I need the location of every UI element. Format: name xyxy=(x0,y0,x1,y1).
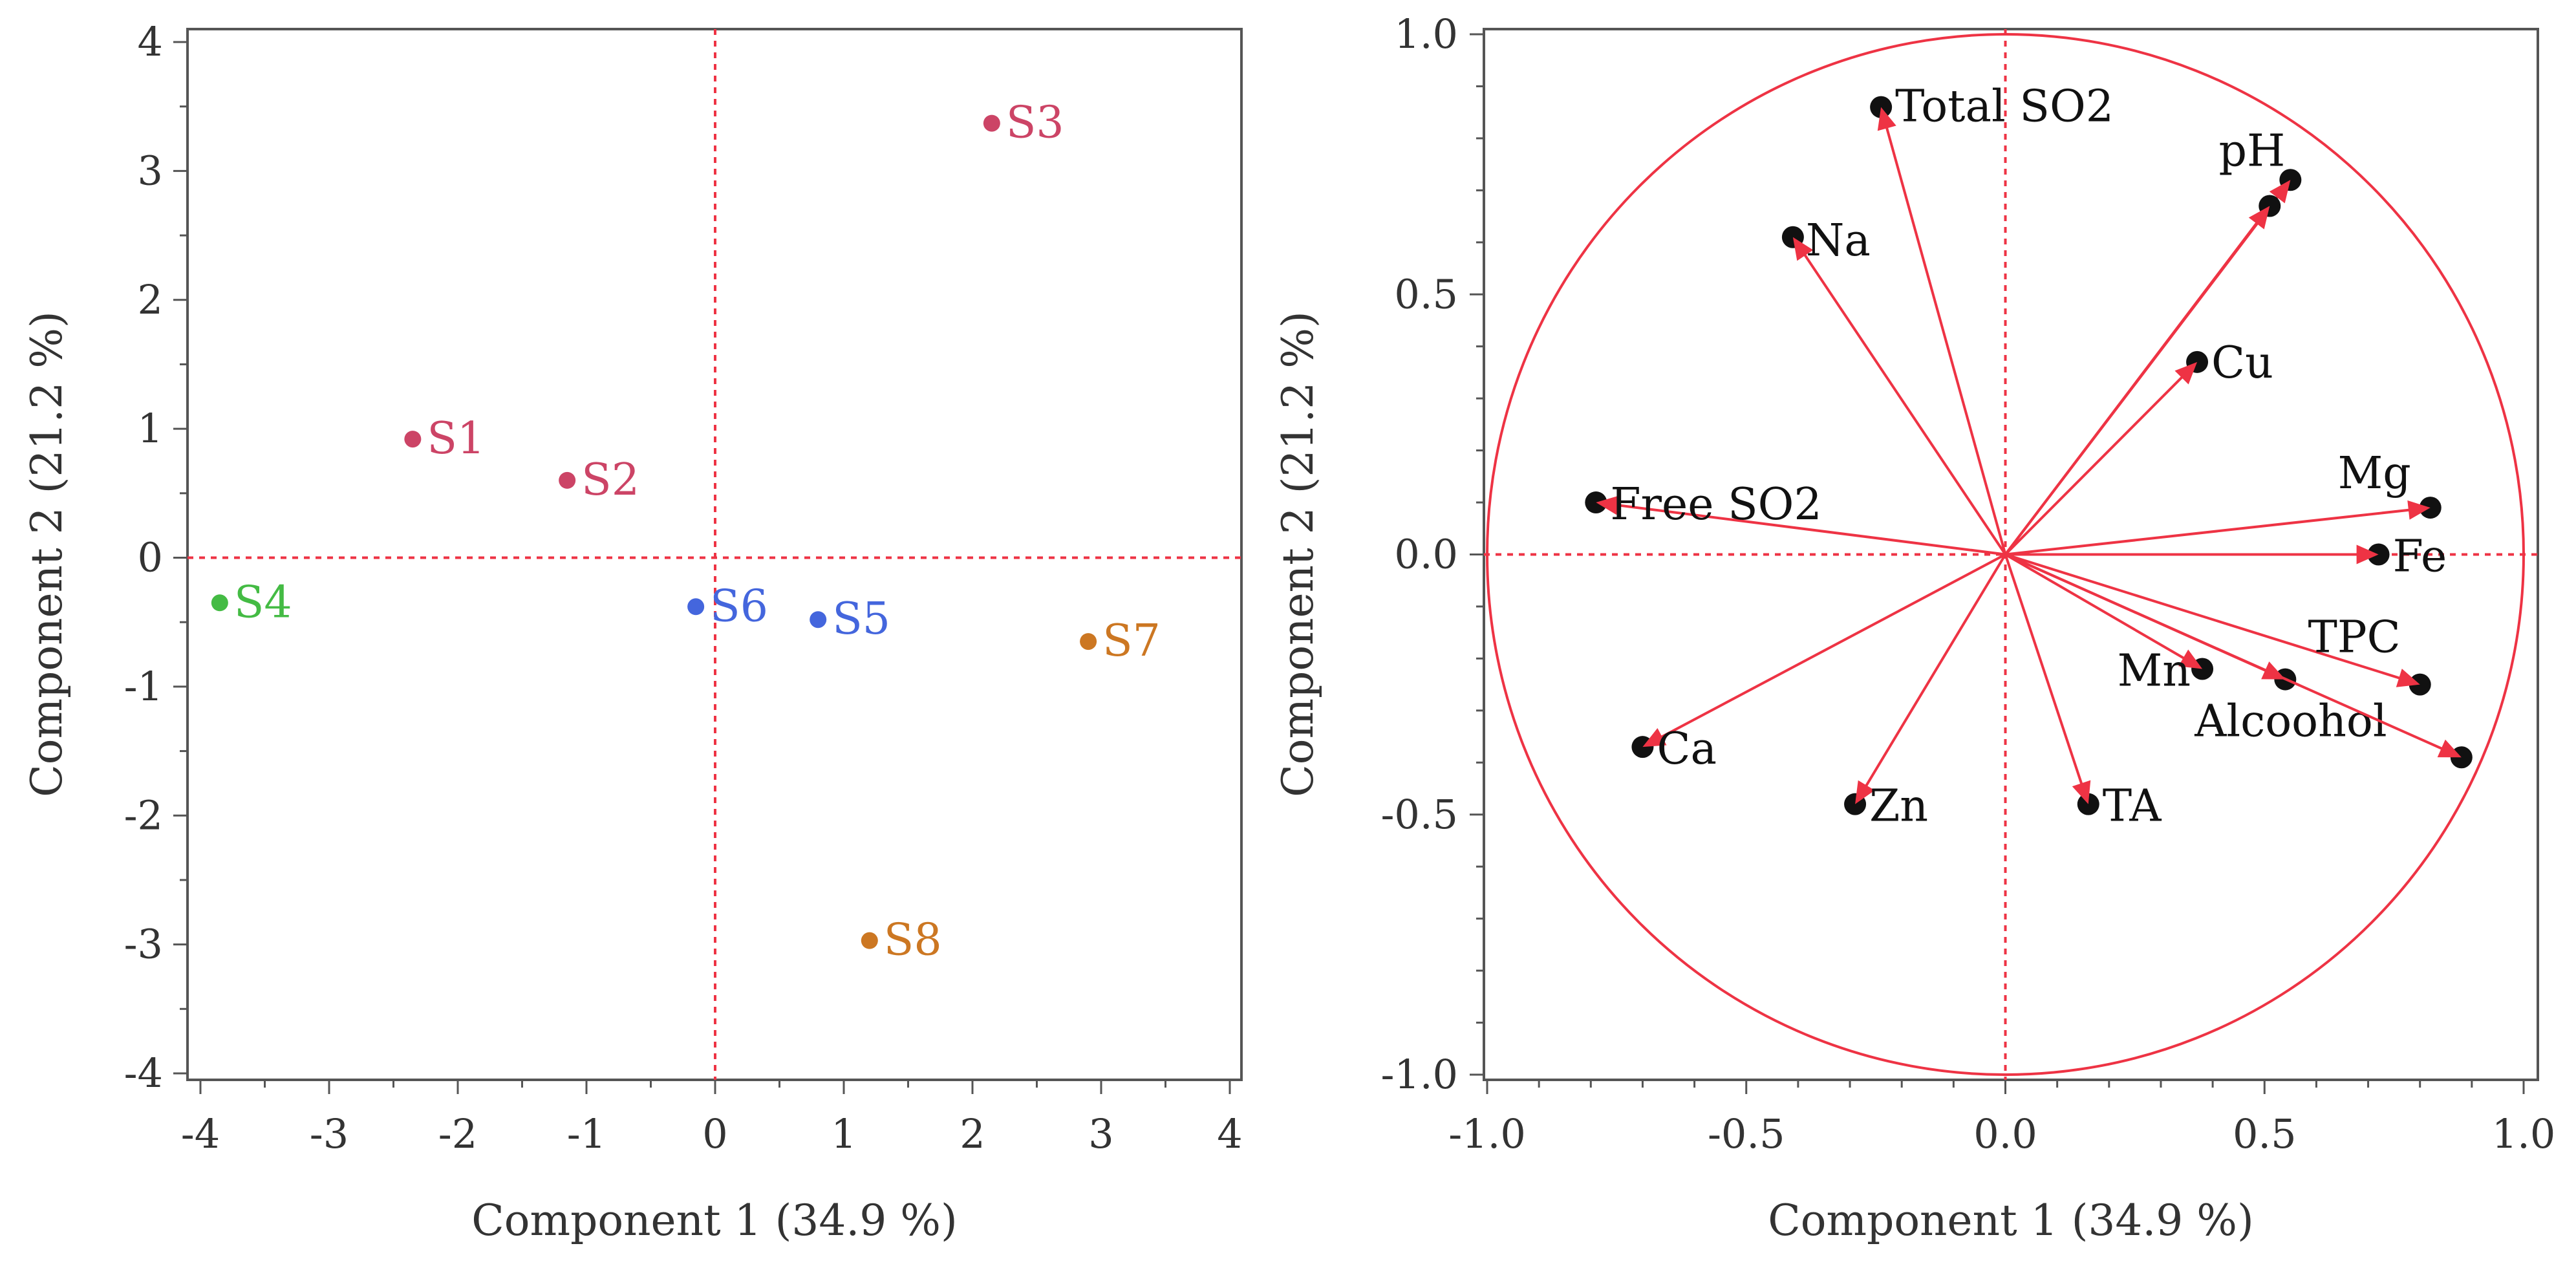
loading-arrowhead xyxy=(1642,727,1667,747)
score-point-label: S1 xyxy=(427,413,485,464)
score-y-tick-label: -3 xyxy=(124,921,163,968)
score-point xyxy=(1080,633,1097,650)
loading-vector xyxy=(2004,553,2090,805)
loading-arrowhead xyxy=(2178,649,2203,669)
loading-vector xyxy=(2004,205,2271,555)
loading-vector xyxy=(1854,553,2007,805)
score-point xyxy=(404,431,422,448)
loading-vector xyxy=(1596,501,2006,556)
loading-y-tick-label: -1.0 xyxy=(1380,1051,1458,1098)
loading-y-tick-label: 0.0 xyxy=(1394,531,1458,578)
score-point-label: S2 xyxy=(581,455,639,506)
loading-arrowhead xyxy=(2261,661,2286,680)
score-point-label: S3 xyxy=(1006,98,1064,149)
score-x-tick-label: 2 xyxy=(960,1110,985,1157)
loading-arrowhead xyxy=(1596,495,1619,515)
loading-arrowhead xyxy=(1855,780,1875,804)
loading-vector xyxy=(2004,361,2198,555)
loading-vector-label: Cu xyxy=(2211,338,2273,389)
score-y-tick-label: 2 xyxy=(138,276,163,323)
score-x-tick-label: 1 xyxy=(831,1110,856,1157)
loading-x-tick-label: 0.0 xyxy=(1973,1110,2037,1157)
loading-vector-label: TA xyxy=(2103,781,2162,832)
loading-vector xyxy=(1792,236,2007,555)
score-point-label: S4 xyxy=(234,577,292,628)
score-x-tick-label: 4 xyxy=(1217,1110,1242,1157)
loading-vector-label: Total SO2 xyxy=(1895,81,2114,133)
loading-x-tick-label: 0.5 xyxy=(2233,1110,2297,1157)
loading-vector-label: Ca xyxy=(1657,724,1717,775)
score-plot-y-axis-title: Component 2 (21.2 %) xyxy=(22,311,72,797)
loading-vector-label: TPC xyxy=(2308,612,2401,663)
score-point xyxy=(687,598,705,616)
loading-plot-y-axis-title: Component 2 (21.2 %) xyxy=(1273,311,1323,797)
loading-vector-label: Free SO2 xyxy=(1610,479,1821,530)
score-y-tick-label: 1 xyxy=(138,405,163,452)
score-point-label: S7 xyxy=(1102,616,1161,667)
loading-arrowhead xyxy=(2174,361,2198,385)
loading-arrowhead xyxy=(2356,544,2379,564)
score-x-tick-label: -3 xyxy=(310,1110,349,1157)
loading-arrowhead xyxy=(2407,500,2431,520)
score-x-tick-label: -4 xyxy=(181,1110,220,1157)
loading-vector-label: Alcoohol xyxy=(2194,696,2387,747)
score-point-label: S5 xyxy=(832,594,890,645)
loading-vector-label: Fe xyxy=(2393,532,2447,583)
loading-vector xyxy=(2004,553,2462,759)
loading-vector xyxy=(1880,107,2007,555)
loading-vector xyxy=(2004,553,2421,686)
score-y-tick-label: 3 xyxy=(138,147,163,194)
score-point xyxy=(861,932,878,949)
loading-vector-label: pH xyxy=(2218,125,2285,177)
score-plot-x-axis-title: Component 1 (34.9 %) xyxy=(471,1196,958,1245)
loading-y-tick-label: -0.5 xyxy=(1380,791,1458,838)
loading-vector-label: Mg xyxy=(2338,448,2411,499)
loading-x-tick-label: -1.0 xyxy=(1448,1110,1526,1157)
loading-arrowhead xyxy=(2269,180,2291,204)
score-x-tick-label: 0 xyxy=(702,1110,727,1157)
loading-y-tick-label: 1.0 xyxy=(1394,10,1458,58)
score-x-tick-label: -2 xyxy=(438,1110,477,1157)
loading-vector-label: Na xyxy=(1806,215,1871,266)
score-point xyxy=(810,611,827,629)
loading-plot-x-axis-title: Component 1 (34.9 %) xyxy=(1768,1196,2254,1245)
loading-arrowhead xyxy=(2072,780,2091,804)
score-y-tick-label: 0 xyxy=(138,534,163,581)
score-point-label: S6 xyxy=(710,581,768,632)
loading-arrowhead xyxy=(1877,107,1896,131)
score-y-tick-label: -1 xyxy=(124,663,163,710)
loading-arrowhead xyxy=(2248,206,2270,230)
loading-vector xyxy=(2004,553,2204,671)
loading-arrowhead xyxy=(2437,739,2462,758)
score-x-tick-label: 3 xyxy=(1088,1110,1113,1157)
score-y-tick-label: 4 xyxy=(138,18,163,65)
score-point xyxy=(983,114,1000,132)
loading-vector-label: Zn xyxy=(1869,781,1928,832)
score-point-label: S8 xyxy=(884,915,942,966)
score-y-tick-label: -4 xyxy=(124,1049,163,1097)
loading-vector xyxy=(1642,553,2006,748)
loading-x-tick-label: 1.0 xyxy=(2492,1110,2556,1157)
loading-x-tick-label: -0.5 xyxy=(1708,1110,1785,1157)
loading-arrowhead xyxy=(2396,669,2420,687)
score-x-tick-label: -1 xyxy=(567,1110,606,1157)
loading-vector-label: Mn xyxy=(2118,645,2191,696)
score-point xyxy=(211,594,228,612)
loading-arrowhead xyxy=(1792,237,1814,261)
loading-y-tick-label: 0.5 xyxy=(1394,270,1458,317)
loading-plot: Component 1 (34.9 %) Component 2 (21.2 %… xyxy=(1273,10,2555,1245)
score-point xyxy=(559,471,576,489)
score-plot: Component 1 (34.9 %) Component 2 (21.2 %… xyxy=(22,18,1243,1245)
loading-vector xyxy=(2005,506,2431,556)
score-y-tick-label: -2 xyxy=(124,791,163,839)
